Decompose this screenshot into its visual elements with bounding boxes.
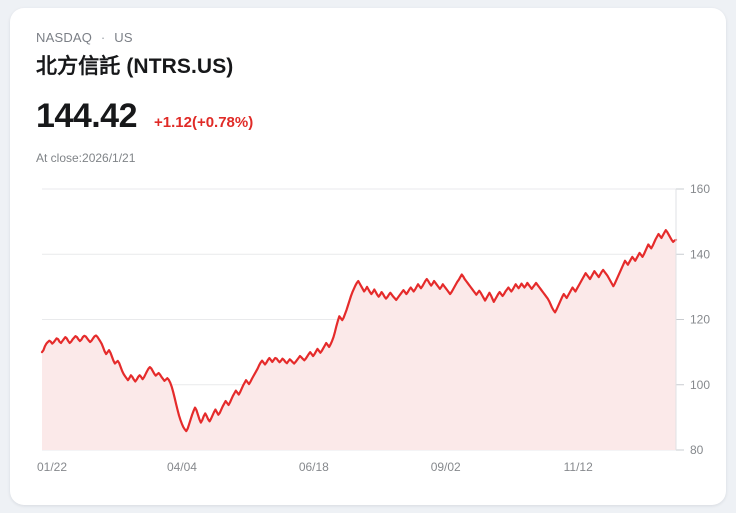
exchange-row: NASDAQ · US (36, 30, 726, 46)
page-title: 北方信託 (NTRS.US) (36, 55, 234, 78)
market-status: At close:2026/1/21 (36, 151, 136, 165)
price-chart[interactable]: 160 140 120 100 80 01/22 04/04 06/18 09/02 11/12 (10, 168, 726, 498)
y-axis-tick-label: 100 (690, 378, 710, 392)
exchange-name: NASDAQ (36, 30, 93, 45)
region-label: US (114, 30, 133, 45)
x-axis-tick-label: 01/22 (37, 460, 67, 474)
x-axis-tick-label: 11/12 (564, 460, 593, 474)
stock-quote-card: NASDAQ · US 北方信託 (NTRS.US) 144.42 +1.12(… (10, 8, 726, 505)
x-axis-tick-label: 06/18 (299, 460, 329, 474)
quote-header: NASDAQ · US 北方信託 (NTRS.US) 144.42 +1.12(… (10, 8, 726, 166)
y-axis-tick-label: 160 (690, 182, 710, 196)
price-chart-svg[interactable]: 160 140 120 100 80 01/22 04/04 06/18 09/02 11/12 (10, 168, 726, 498)
chart-area-fill (42, 230, 676, 450)
y-axis-tick-label: 80 (690, 443, 704, 457)
separator-dot: · (100, 30, 106, 45)
price-change: +1.12(+0.78%) (154, 114, 254, 131)
current-price: 144.42 (36, 97, 138, 135)
chart-price-line (40, 229, 678, 433)
x-axis-tick-label: 09/02 (431, 460, 461, 474)
price-row: 144.42 +1.12(+0.78%) (36, 97, 726, 135)
y-axis-tick-label: 120 (690, 313, 710, 327)
x-axis-tick-label: 04/04 (167, 460, 197, 474)
y-axis-tick-label: 140 (690, 247, 710, 261)
